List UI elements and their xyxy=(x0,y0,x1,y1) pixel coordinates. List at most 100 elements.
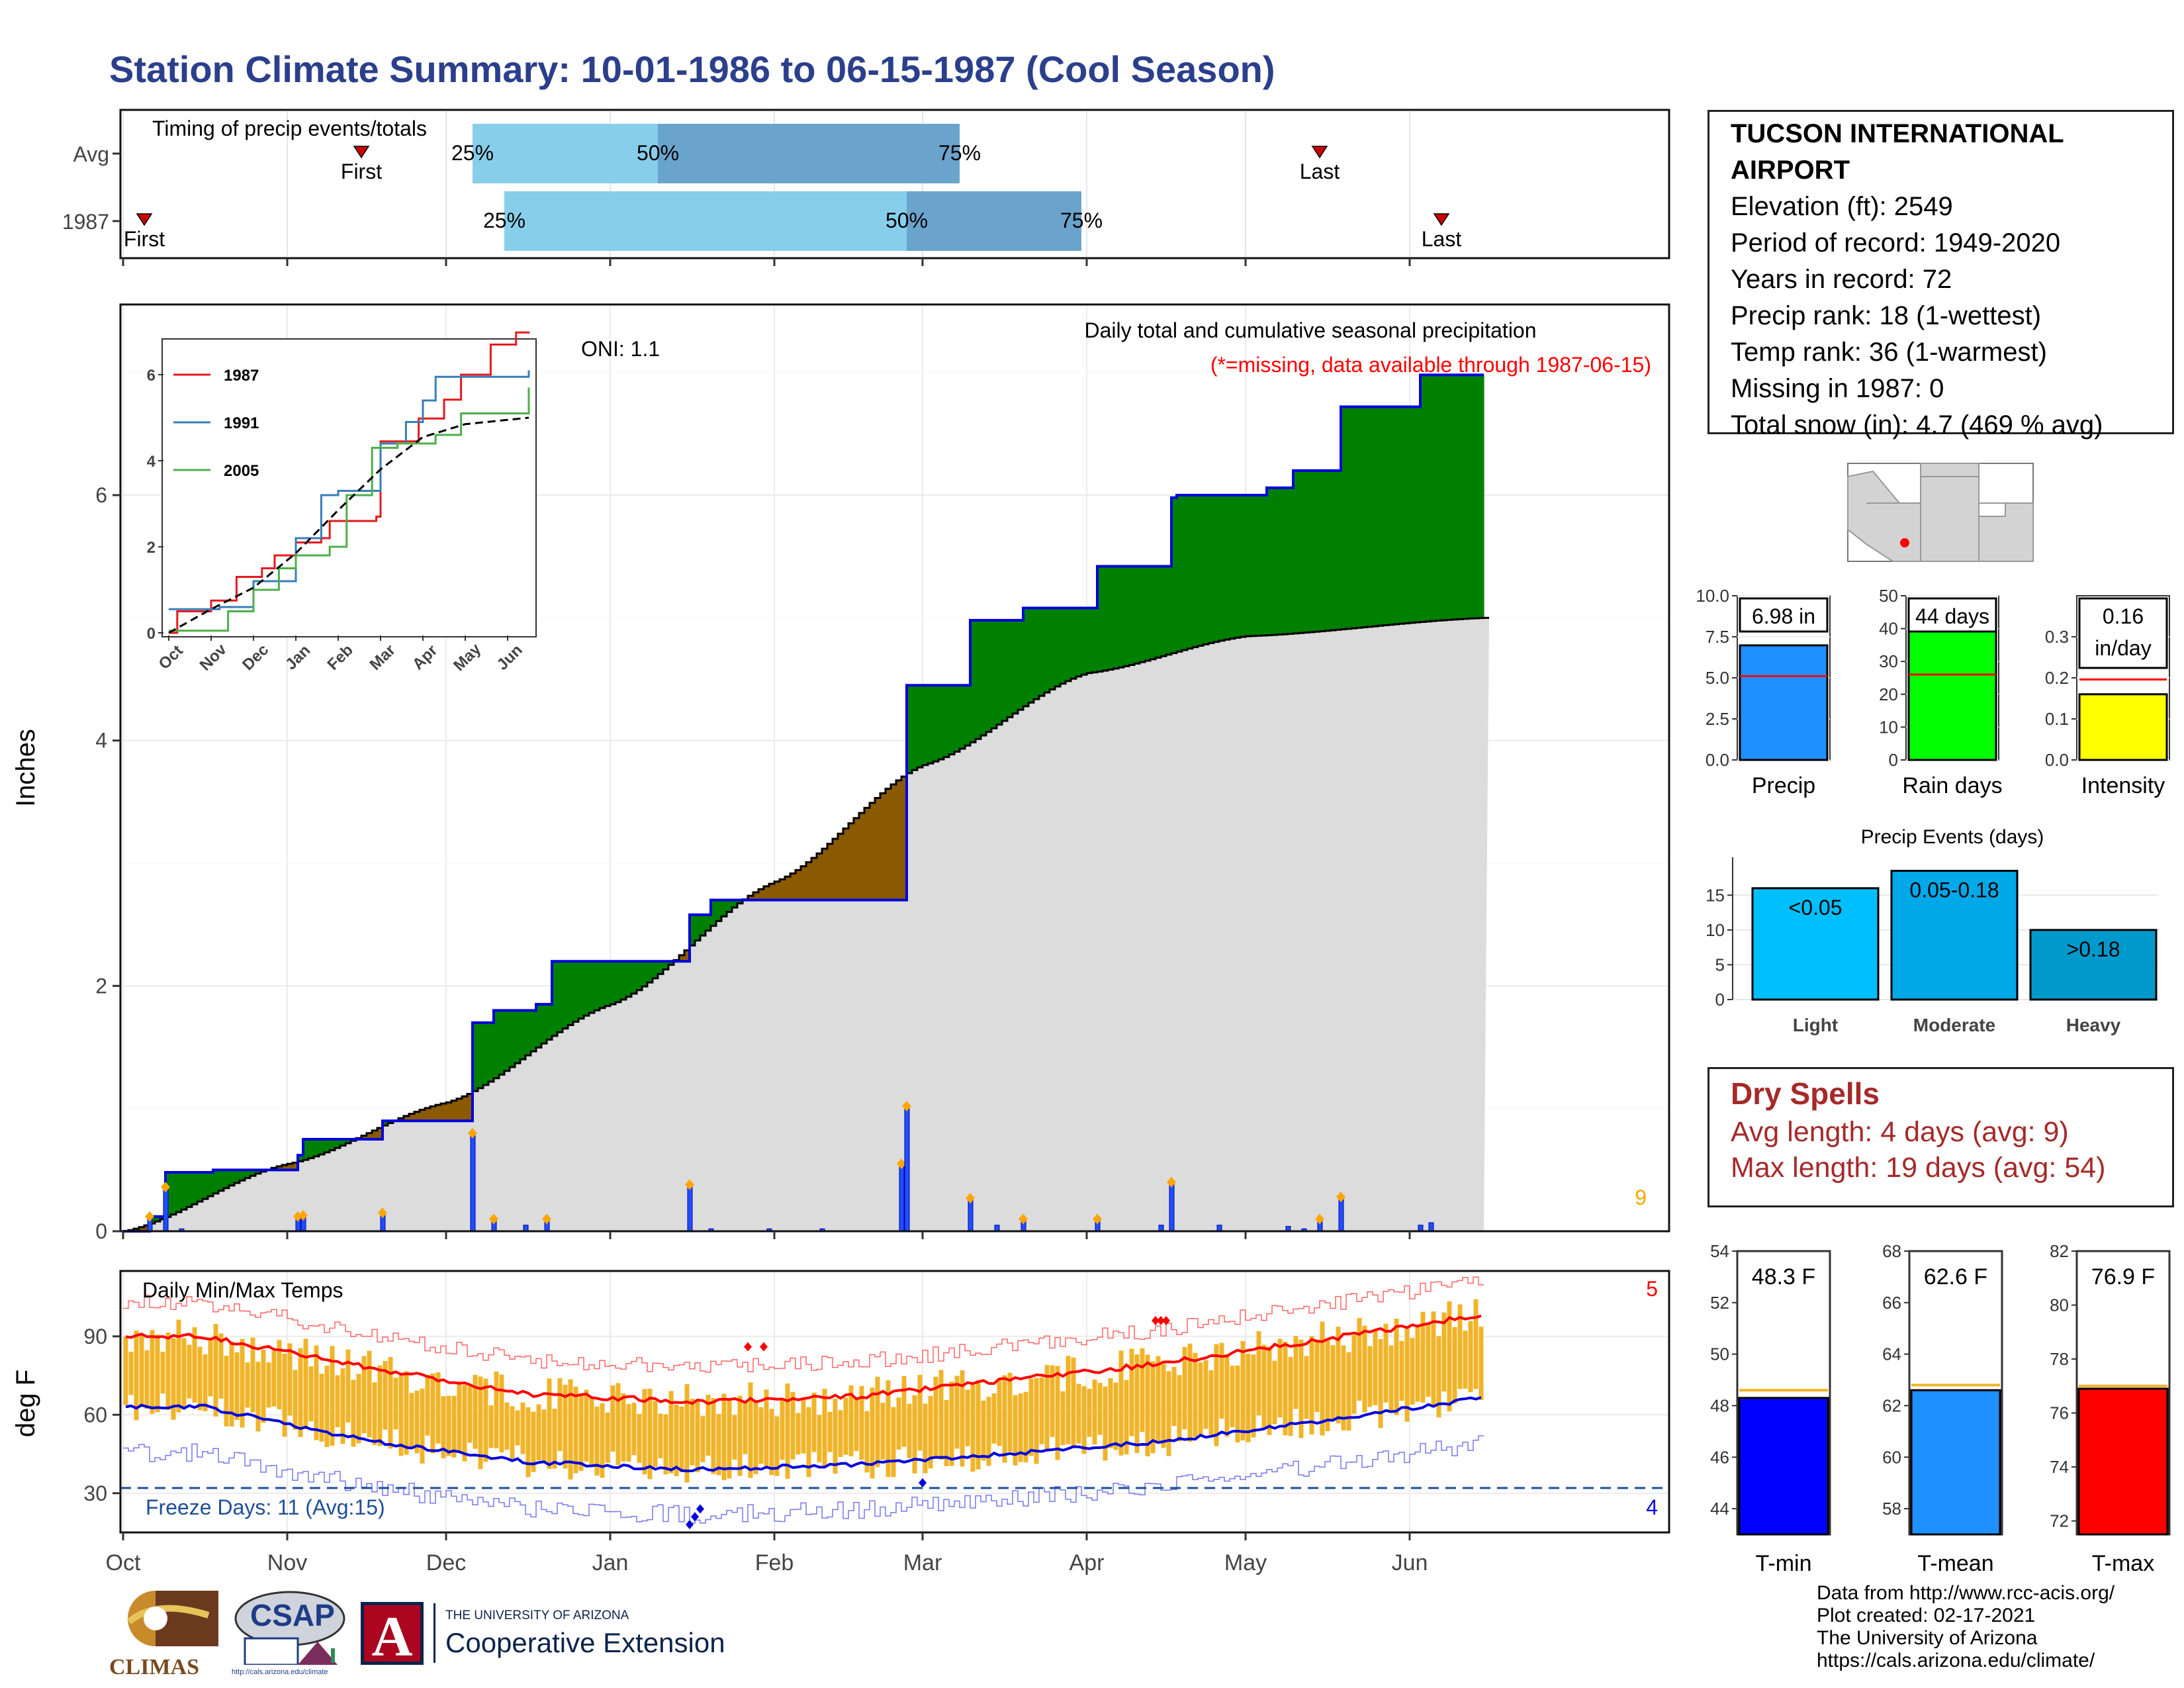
daily-temp-bar xyxy=(414,1390,420,1454)
ua-cooperative-extension-logo[interactable]: A THE UNIVERSITY OF ARIZONA Cooperative … xyxy=(361,1602,745,1668)
below-average-fill xyxy=(367,1133,373,1139)
daily-temp-bar xyxy=(732,1415,737,1460)
month-axis: Oct Nov Dec Jan Feb Mar Apr May Jun xyxy=(106,1532,1428,1575)
events-category-label: Heavy xyxy=(2066,1015,2121,1035)
daily-temp-bar xyxy=(1013,1395,1018,1466)
daily-temp-bar xyxy=(1145,1354,1150,1457)
above-average-fill xyxy=(345,1139,351,1143)
climas-logo[interactable]: CLIMAS xyxy=(109,1585,222,1679)
precip-count-label: 9 xyxy=(1635,1186,1647,1209)
above-average-fill xyxy=(1367,406,1373,627)
daily-temp-bar xyxy=(573,1386,578,1474)
daily-temp-bar xyxy=(504,1402,510,1450)
inset-series-avg xyxy=(168,416,529,634)
daily-temp-bar xyxy=(954,1376,960,1449)
above-average-fill xyxy=(584,961,590,1016)
above-average-fill xyxy=(234,1170,240,1183)
daily-temp-bar xyxy=(578,1394,584,1471)
last-label: Last xyxy=(1300,160,1340,183)
daily-temp-bar xyxy=(769,1409,774,1476)
daily-temp-bar xyxy=(653,1401,658,1467)
daily-temp-bar xyxy=(626,1403,631,1462)
daily-temp-bar xyxy=(1277,1338,1283,1418)
above-average-fill xyxy=(1463,375,1469,619)
daily-temp-bar xyxy=(1044,1365,1050,1450)
timing-row-label: 1987 xyxy=(62,210,109,234)
daily-temp-bar xyxy=(668,1391,674,1474)
station-name-line-2: AIRPORT xyxy=(1731,156,1850,185)
mini-bar-tick-label: 10.0 xyxy=(1696,586,1729,606)
below-average-fill xyxy=(144,1225,150,1231)
daily-temp-bar xyxy=(150,1330,155,1414)
above-average-fill xyxy=(1055,608,1061,686)
csap-logo[interactable]: CSAP http://cals.arizona.edu/climate xyxy=(232,1585,347,1681)
daily-temp-bar xyxy=(1050,1365,1055,1437)
daily-temp-bar xyxy=(711,1398,716,1474)
daily-temp-bar xyxy=(886,1380,891,1477)
temp-ylabel: deg F xyxy=(11,1370,40,1437)
record-low-marker xyxy=(691,1512,699,1522)
above-average-fill xyxy=(1208,495,1214,643)
above-average-fill xyxy=(504,1010,510,1071)
above-average-fill xyxy=(1246,495,1251,637)
precip-event-diamond xyxy=(468,1127,477,1139)
record-high-marker xyxy=(1157,1316,1165,1326)
above-average-fill xyxy=(954,685,960,752)
daily-temp-bar xyxy=(1351,1335,1357,1414)
above-average-fill xyxy=(615,961,621,1002)
above-average-fill xyxy=(1479,375,1484,618)
above-average-fill xyxy=(960,685,966,749)
daily-temp-bar xyxy=(605,1412,610,1463)
precip-events-panel: Precip Events (days) 0 5 10 15 <0.05 Light 0.0… xyxy=(1706,826,2159,1035)
below-average-fill xyxy=(880,793,886,900)
above-average-fill xyxy=(383,1121,388,1126)
daily-temp-bar xyxy=(838,1410,843,1458)
dry-spells-title: Dry Spells xyxy=(1731,1076,1880,1111)
inset-series-1987 xyxy=(169,331,530,634)
daily-temp-bar xyxy=(1177,1375,1182,1442)
timing-percentile-label: 50% xyxy=(886,209,928,232)
daily-temp-bar xyxy=(552,1409,557,1469)
daily-temp-bar xyxy=(1404,1327,1410,1422)
daily-temp-bar xyxy=(1325,1339,1330,1431)
above-average-fill xyxy=(1288,487,1294,634)
below-average-fill xyxy=(467,1094,473,1121)
daily-temp-bar xyxy=(478,1376,483,1470)
credit-university: The University of Arizona xyxy=(1817,1627,2038,1649)
above-average-fill xyxy=(557,961,563,1033)
above-average-fill xyxy=(1039,608,1045,696)
above-average-fill xyxy=(658,961,664,974)
below-average-fill xyxy=(817,853,823,900)
precip-event-diamond xyxy=(145,1211,154,1222)
daily-temp-bar xyxy=(1150,1361,1156,1454)
ua-logo-line-2: Cooperative Extension xyxy=(445,1627,725,1658)
daily-temp-bar xyxy=(1373,1330,1378,1405)
daily-temp-bar xyxy=(1235,1365,1240,1443)
timing-percentile-label: 50% xyxy=(637,141,679,165)
last-label: Last xyxy=(1422,227,1462,251)
above-average-fill xyxy=(1320,470,1326,632)
above-average-fill xyxy=(176,1172,182,1213)
above-average-fill xyxy=(573,961,579,1022)
daily-temp-bar xyxy=(520,1402,525,1454)
above-average-fill xyxy=(1171,497,1177,653)
precip-event-diamond xyxy=(161,1182,170,1193)
events-tick-label: 15 xyxy=(1706,885,1725,905)
daily-temp-bar xyxy=(1399,1340,1404,1401)
daily-temp-bar xyxy=(721,1393,727,1481)
daily-temp-bar xyxy=(864,1411,870,1473)
daily-temp-bar xyxy=(319,1374,324,1442)
timing-bar-50-75 xyxy=(907,191,1081,251)
below-average-fill xyxy=(822,849,828,900)
above-average-fill xyxy=(1394,406,1400,625)
daily-temp-bar xyxy=(171,1338,176,1420)
daily-temp-bar xyxy=(1187,1343,1193,1442)
daily-temp-bar xyxy=(314,1345,319,1440)
above-average-fill xyxy=(525,1010,531,1056)
above-average-fill xyxy=(1468,375,1474,619)
below-average-fill xyxy=(446,1102,452,1121)
daily-temp-bar xyxy=(1124,1380,1129,1455)
below-average-fill xyxy=(848,823,854,900)
events-tick-label: 10 xyxy=(1706,920,1725,940)
mini-bar-tick-label: 30 xyxy=(1879,651,1898,671)
